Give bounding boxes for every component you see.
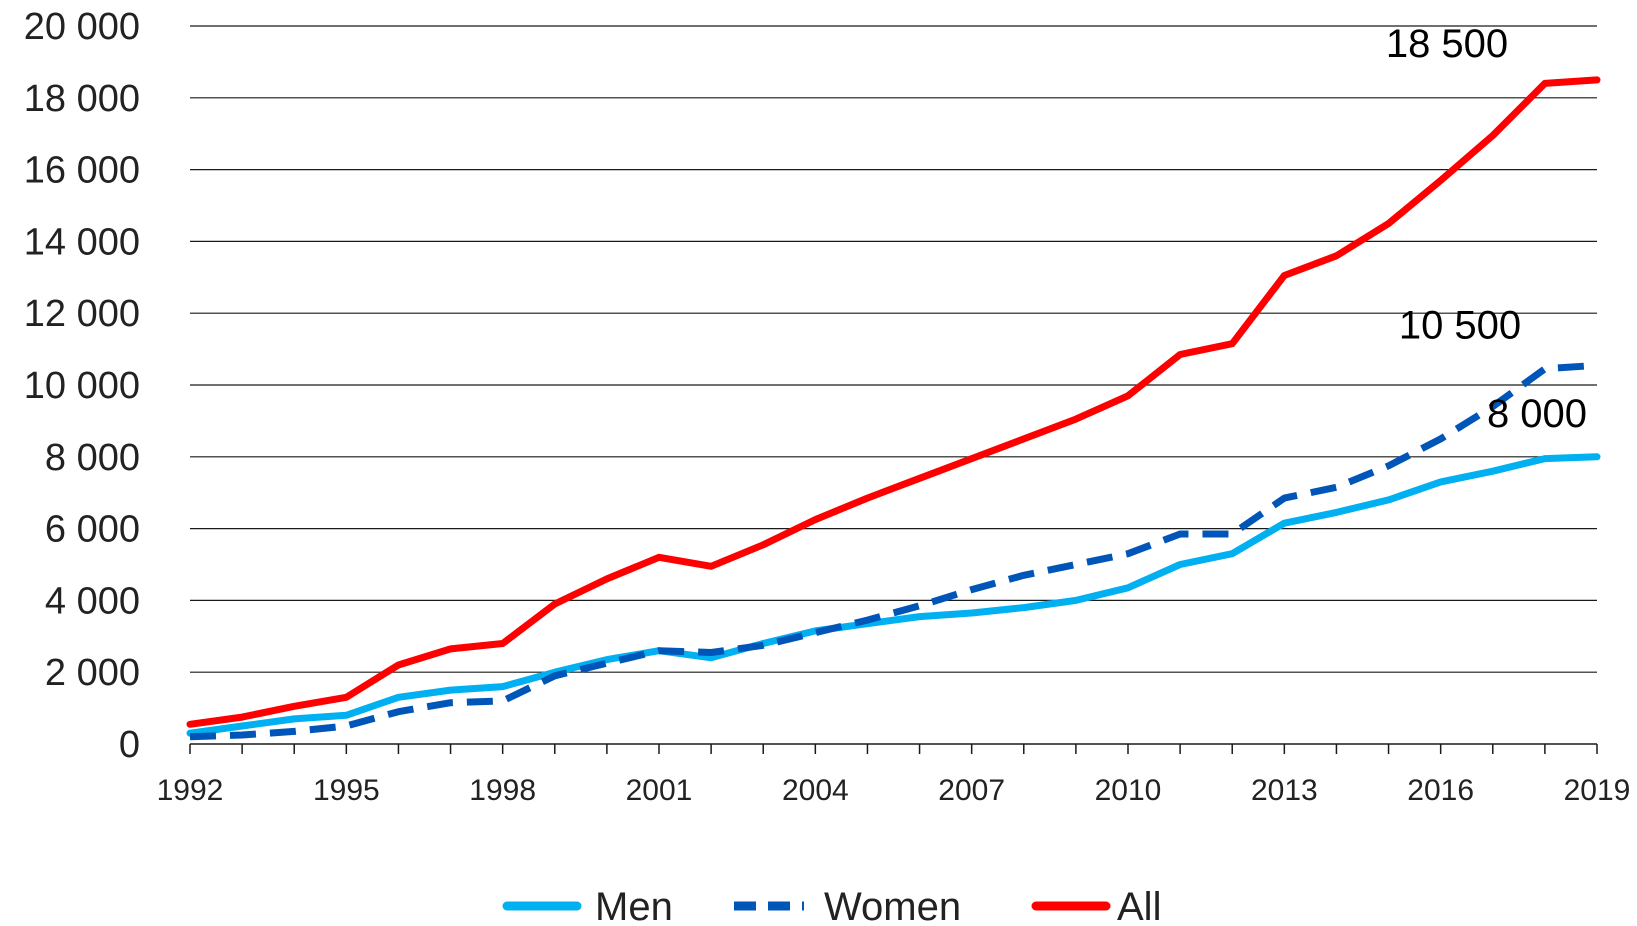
y-tick-label: 16 000 [24, 150, 140, 192]
y-axis-tick-labels: 0 2 000 4 000 6 000 8 000 10 000 12 000 14 000 1… [24, 6, 140, 766]
y-tick-label: 14 000 [24, 221, 140, 263]
x-axis-tick-labels: 1992 1995 1998 2001 2004 2007 2010 2013 2016 2019 [157, 774, 1631, 807]
y-tick-label: 4 000 [45, 580, 140, 622]
y-tick-label: 8 000 [45, 437, 140, 479]
legend-label-women: Women [824, 885, 961, 926]
legend: Men Women All [502, 885, 1161, 926]
x-tick-label: 2004 [782, 774, 849, 807]
x-tick-label: 2007 [938, 774, 1005, 807]
legend-label-men: Men [595, 885, 673, 926]
annotation-women: 10 500 [1399, 303, 1521, 347]
y-tick-label: 18 000 [24, 78, 140, 120]
x-tick-label: 1998 [469, 774, 536, 807]
y-tick-label: 6 000 [45, 509, 140, 551]
series-line-women [189, 361, 1598, 741]
gridlines [190, 25, 1597, 673]
x-tick-label: 2013 [1251, 774, 1318, 807]
y-tick-label: 20 000 [24, 6, 140, 48]
series-line-men [186, 453, 1601, 737]
series-lines [186, 76, 1601, 741]
axes [189, 743, 1598, 754]
y-tick-label: 2 000 [45, 652, 140, 694]
annotation-men: 8 000 [1487, 392, 1587, 436]
x-tick-label: 2016 [1407, 774, 1474, 807]
x-tick-label: 2001 [626, 774, 693, 807]
y-tick-label: 10 000 [24, 365, 140, 407]
x-tick-label: 2010 [1095, 774, 1162, 807]
data-annotations: 18 500 10 500 8 000 [1386, 22, 1587, 436]
y-tick-label: 12 000 [24, 293, 140, 335]
annotation-all: 18 500 [1386, 22, 1508, 66]
series-line-all [186, 76, 1601, 728]
legend-label-all: All [1117, 885, 1161, 926]
y-tick-label: 0 [119, 724, 140, 766]
x-tick-label: 2019 [1564, 774, 1631, 807]
x-tick-label: 1992 [157, 774, 224, 807]
x-tick-label: 1995 [313, 774, 380, 807]
